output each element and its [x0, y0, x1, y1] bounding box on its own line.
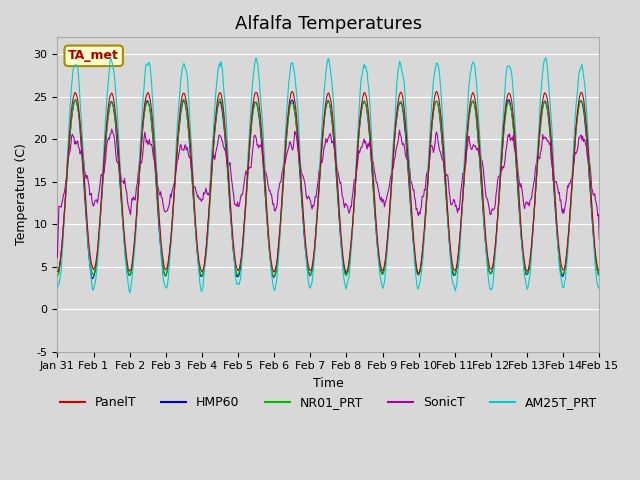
Legend: PanelT, HMP60, NR01_PRT, SonicT, AM25T_PRT: PanelT, HMP60, NR01_PRT, SonicT, AM25T_P…	[54, 391, 602, 414]
X-axis label: Time: Time	[313, 377, 344, 390]
Y-axis label: Temperature (C): Temperature (C)	[15, 144, 28, 245]
Title: Alfalfa Temperatures: Alfalfa Temperatures	[235, 15, 422, 33]
Text: TA_met: TA_met	[68, 49, 119, 62]
